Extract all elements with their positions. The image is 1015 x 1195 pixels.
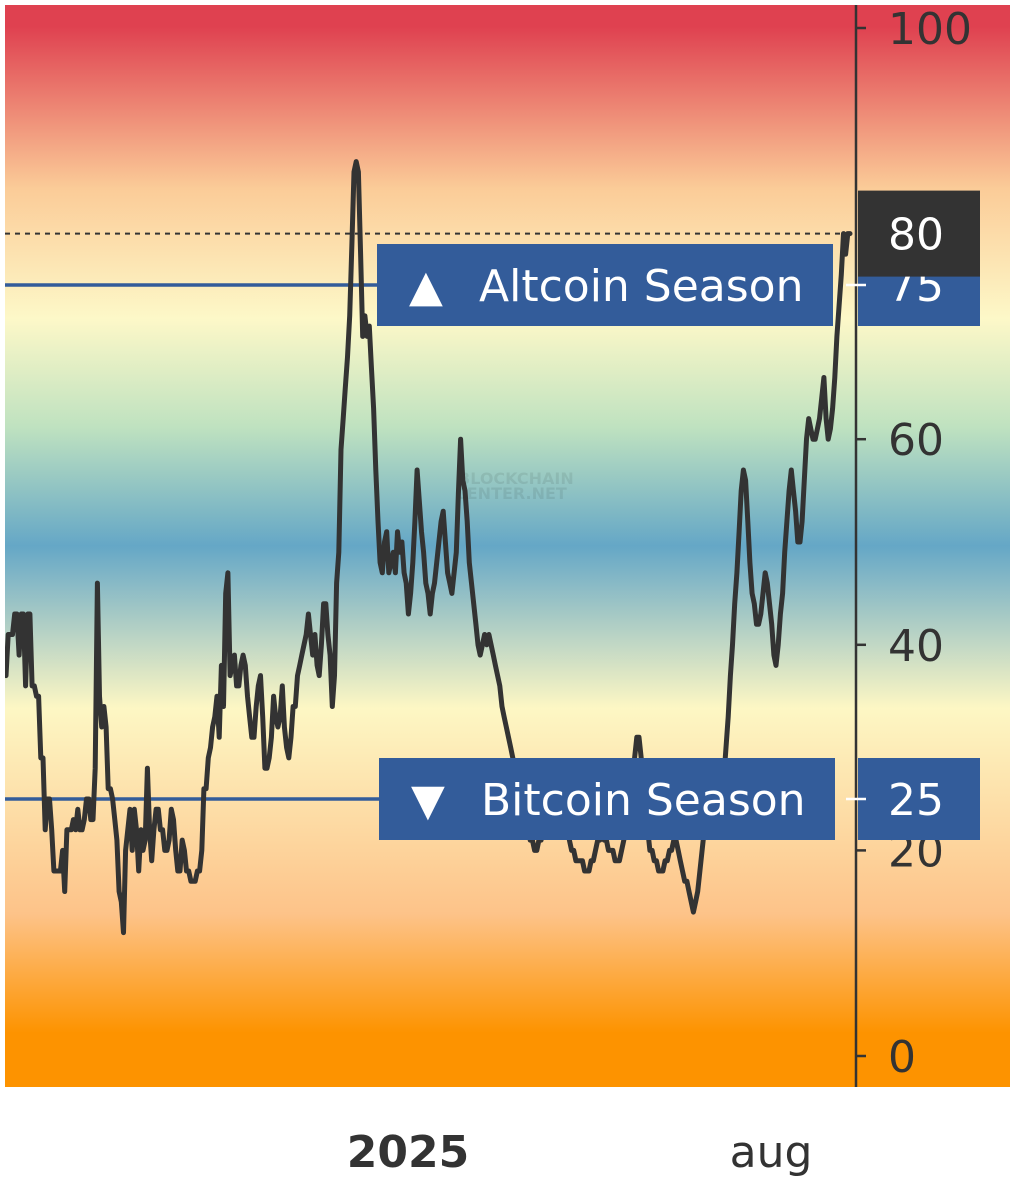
y-tick-label: 100 — [888, 4, 972, 55]
y-tick-label: 0 — [888, 1032, 916, 1083]
watermark-line-1: BLOCKCHAIN — [458, 469, 574, 488]
x-tick-label: aug — [730, 1127, 813, 1178]
x-axis-labels: 2025 aug — [347, 1127, 813, 1178]
threshold-value-box — [858, 758, 980, 840]
current-value-label: 80 — [888, 210, 944, 261]
watermark: BLOCKCHAIN CENTER.NET — [455, 469, 574, 503]
threshold-label-box — [379, 758, 835, 840]
threshold-symbol: ▼ — [411, 775, 445, 826]
threshold-label: Bitcoin Season — [481, 775, 806, 826]
threshold-label: Altcoin Season — [479, 261, 803, 312]
current-value-box — [858, 190, 980, 277]
current-value-tag: 80 — [858, 190, 980, 277]
x-axis-area — [5, 1087, 1010, 1195]
threshold-value-label: 25 — [888, 775, 944, 826]
y-tick-label: 60 — [888, 415, 944, 466]
threshold-tag: ▼ Bitcoin Season 25 — [379, 758, 980, 840]
watermark-line-2: CENTER.NET — [455, 484, 567, 503]
plot-background — [5, 5, 1010, 1087]
x-tick-label: 2025 — [347, 1127, 469, 1178]
y-tick-label: 40 — [888, 621, 944, 672]
threshold-symbol: ▲ — [409, 261, 443, 312]
threshold-lines — [5, 283, 379, 801]
threshold-label-box — [377, 244, 833, 326]
